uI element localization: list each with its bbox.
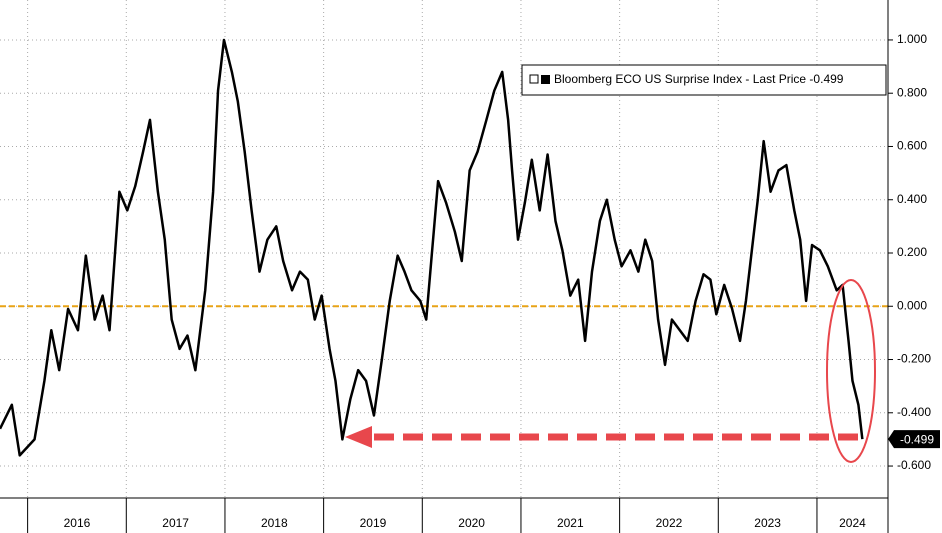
axes: -0.600 -0.400 -0.200 0.000 0.200 0.400 0.600 0.… [27, 32, 931, 533]
x-tick-label: 2023 [754, 516, 781, 530]
x-tick-label: 2016 [64, 516, 91, 530]
x-tick-label: 2019 [360, 516, 387, 530]
last-price-label: -0.499 [900, 432, 934, 446]
legend-swatch [541, 75, 550, 84]
data-line [0, 38, 864, 457]
x-tick-label: 2017 [162, 516, 189, 530]
y-tick-label: 0.800 [897, 85, 927, 99]
y-tick-label: 0.600 [897, 139, 927, 153]
y-tick-label: 0.200 [897, 245, 927, 259]
y-tick-label: 0.400 [897, 192, 927, 206]
y-tick-label: -0.200 [897, 352, 931, 366]
x-tick-label: 2024 [839, 516, 866, 530]
y-tick-label: 1.000 [897, 32, 927, 46]
legend-label: Bloomberg ECO US Surprise Index - Last P… [554, 72, 844, 86]
y-tick-label: -0.400 [897, 405, 931, 419]
arrow-head [345, 426, 372, 448]
x-tick-label: 2021 [557, 516, 584, 530]
highlight-ellipse [826, 279, 876, 463]
x-tick-label: 2018 [261, 516, 288, 530]
x-tick-label: 2020 [458, 516, 485, 530]
plot [0, 38, 888, 457]
last-price-tag [888, 430, 940, 449]
x-tick-label: 2022 [656, 516, 683, 530]
legend-box [521, 64, 887, 96]
y-tick-label: 0.000 [897, 298, 927, 312]
y-tick-label: -0.600 [897, 458, 931, 472]
legend-toggle [529, 74, 539, 84]
